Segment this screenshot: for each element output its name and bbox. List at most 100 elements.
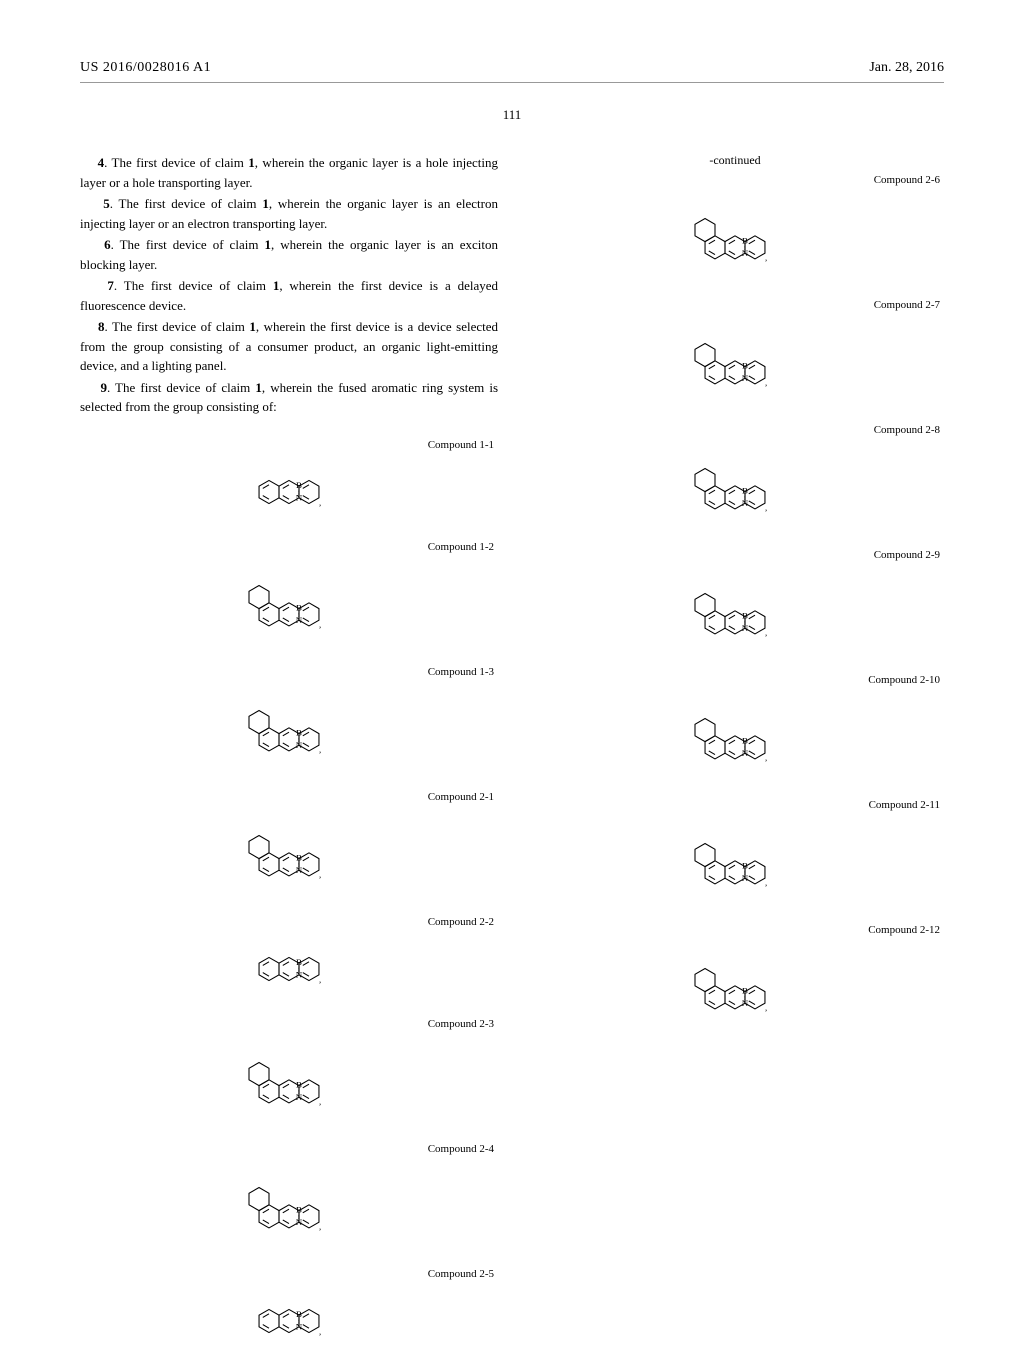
claim-6: 6. The first device of claim 1, wherein …	[80, 235, 498, 274]
svg-text:N: N	[296, 969, 303, 979]
svg-text:,: ,	[765, 628, 767, 638]
compound-entry: Compound 2-6 B N ,	[526, 174, 944, 291]
chemical-structure-icon: B N ,	[209, 678, 369, 783]
svg-text:B: B	[742, 485, 748, 495]
chemical-structure-icon: B N ,	[655, 561, 815, 666]
svg-text:B: B	[742, 610, 748, 620]
compound-structure: B N ,	[526, 811, 944, 916]
svg-text:,: ,	[319, 1326, 321, 1336]
compound-entry: Compound 2-7 B N ,	[526, 299, 944, 416]
compound-label: Compound 2-2	[80, 916, 498, 928]
svg-text:N: N	[296, 1321, 303, 1331]
compound-structure: B N ,	[80, 451, 498, 533]
svg-text:B: B	[742, 735, 748, 745]
svg-text:B: B	[296, 956, 302, 966]
svg-text:,: ,	[319, 869, 321, 879]
svg-text:,: ,	[319, 744, 321, 754]
compound-entry: Compound 2-5 B N ,	[80, 1268, 498, 1362]
svg-text:B: B	[296, 1204, 302, 1214]
compound-entry: Compound 2-1 B N ,	[80, 791, 498, 908]
compound-structure: B N ,	[80, 1155, 498, 1260]
compound-entry: Compound 2-3 B N ,	[80, 1018, 498, 1135]
document-date: Jan. 28, 2016	[869, 60, 944, 76]
svg-text:,: ,	[765, 378, 767, 388]
compound-label: Compound 2-9	[526, 549, 944, 561]
compound-entry: Compound 2-9 B N ,	[526, 549, 944, 666]
svg-text:B: B	[742, 860, 748, 870]
compound-structure: B N ,	[526, 686, 944, 791]
svg-text:,: ,	[765, 1003, 767, 1013]
svg-text:,: ,	[765, 253, 767, 263]
compound-label: Compound 2-8	[526, 424, 944, 436]
svg-text:N: N	[742, 248, 749, 258]
claim-7: 7. The first device of claim 1, wherein …	[80, 276, 498, 315]
svg-text:N: N	[296, 865, 303, 875]
compound-entry: Compound 2-11 B N ,	[526, 799, 944, 916]
compound-label: Compound 1-1	[80, 439, 498, 451]
compound-entry: Compound 2-2 B N ,	[80, 916, 498, 1010]
svg-text:B: B	[742, 985, 748, 995]
chemical-structure-icon: B N ,	[209, 553, 369, 658]
document-number: US 2016/0028016 A1	[80, 60, 211, 76]
chemical-structure-icon: B N ,	[209, 929, 369, 1009]
chemical-structure-icon: B N ,	[655, 811, 815, 916]
chemical-structure-icon: B N ,	[655, 436, 815, 541]
compound-structure: B N ,	[526, 936, 944, 1041]
svg-text:N: N	[296, 1092, 303, 1102]
svg-text:,: ,	[319, 619, 321, 629]
svg-text:B: B	[296, 727, 302, 737]
svg-text:N: N	[296, 740, 303, 750]
chemical-structure-icon: B N ,	[209, 1030, 369, 1135]
svg-text:N: N	[742, 623, 749, 633]
chemical-structure-icon: B N ,	[209, 452, 369, 532]
svg-text:B: B	[296, 602, 302, 612]
svg-text:N: N	[742, 748, 749, 758]
compound-label: Compound 2-12	[526, 924, 944, 936]
svg-text:N: N	[742, 998, 749, 1008]
svg-text:B: B	[742, 235, 748, 245]
compound-entry: Compound 2-10 B N ,	[526, 674, 944, 791]
svg-text:,: ,	[319, 497, 321, 507]
svg-text:,: ,	[765, 753, 767, 763]
svg-text:N: N	[296, 1217, 303, 1227]
left-compound-list: Compound 1-1 B N , Compound 1-2 B N , Co…	[80, 439, 498, 1362]
svg-text:,: ,	[765, 878, 767, 888]
page-header: US 2016/0028016 A1 Jan. 28, 2016	[80, 60, 944, 83]
svg-text:B: B	[742, 360, 748, 370]
compound-structure: B N ,	[526, 561, 944, 666]
chemical-structure-icon: B N ,	[655, 936, 815, 1041]
claim-8: 8. The first device of claim 1, wherein …	[80, 317, 498, 376]
compound-structure: B N ,	[526, 186, 944, 291]
svg-text:N: N	[742, 873, 749, 883]
compound-structure: B N ,	[80, 1030, 498, 1135]
compound-structure: B N ,	[526, 311, 944, 416]
svg-text:B: B	[296, 1079, 302, 1089]
chemical-structure-icon: B N ,	[209, 803, 369, 908]
page-number: 111	[80, 107, 944, 123]
chemical-structure-icon: B N ,	[655, 686, 815, 791]
compound-structure: B N ,	[80, 928, 498, 1010]
compound-label: Compound 1-3	[80, 666, 498, 678]
svg-text:,: ,	[319, 1221, 321, 1231]
compound-structure: B N ,	[80, 1280, 498, 1362]
claim-5: 5. The first device of claim 1, wherein …	[80, 194, 498, 233]
chemical-structure-icon: B N ,	[655, 311, 815, 416]
compound-label: Compound 2-4	[80, 1143, 498, 1155]
left-column: 4. The first device of claim 1, wherein …	[80, 153, 498, 1370]
svg-text:,: ,	[319, 974, 321, 984]
compound-structure: B N ,	[80, 678, 498, 783]
svg-text:B: B	[296, 1308, 302, 1318]
claim-9: 9. The first device of claim 1, wherein …	[80, 378, 498, 417]
svg-text:N: N	[296, 492, 303, 502]
svg-text:,: ,	[319, 1096, 321, 1106]
compound-entry: Compound 2-8 B N ,	[526, 424, 944, 541]
compound-structure: B N ,	[80, 803, 498, 908]
compound-label: Compound 2-10	[526, 674, 944, 686]
continued-label: -continued	[526, 153, 944, 168]
compound-label: Compound 2-7	[526, 299, 944, 311]
compound-label: Compound 1-2	[80, 541, 498, 553]
compound-label: Compound 2-6	[526, 174, 944, 186]
compound-entry: Compound 1-2 B N ,	[80, 541, 498, 658]
claim-4: 4. The first device of claim 1, wherein …	[80, 153, 498, 192]
chemical-structure-icon: B N ,	[209, 1281, 369, 1361]
